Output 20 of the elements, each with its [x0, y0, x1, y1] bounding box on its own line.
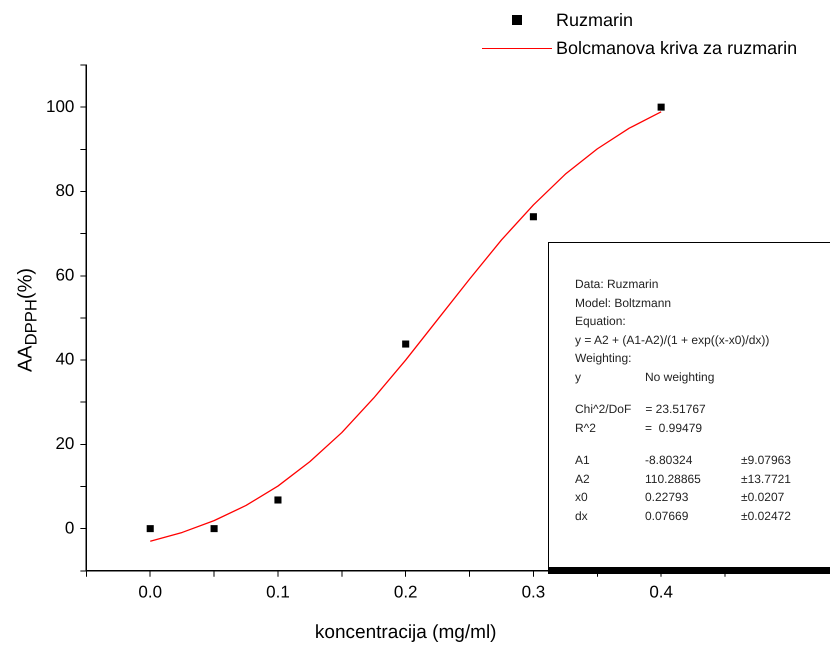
x-tick-label: 0.3	[522, 582, 546, 602]
x-tick-label: 0.2	[394, 582, 418, 602]
point	[274, 496, 282, 504]
y-tick-label: 40	[55, 350, 74, 369]
point	[658, 104, 665, 111]
point	[402, 340, 410, 348]
legend-label: Bolcmanova kriva za ruzmarin	[556, 38, 798, 58]
y-tick-label: 80	[55, 181, 74, 200]
legend-label: Ruzmarin	[556, 10, 634, 30]
y-tick-label: 60	[55, 265, 74, 284]
y-tick-label: 0	[64, 518, 74, 538]
x-tick-label: 0.0	[138, 582, 162, 602]
x-tick-label: 0.1	[266, 582, 290, 602]
point	[210, 525, 218, 532]
y-tick-label: 20	[55, 434, 74, 454]
y-tick-label: 100	[46, 96, 74, 116]
x-axis-title: koncentracija (mg/ml)	[314, 622, 496, 643]
point	[146, 525, 154, 532]
x-tick-label: 0.4	[649, 582, 673, 602]
point	[530, 213, 537, 220]
